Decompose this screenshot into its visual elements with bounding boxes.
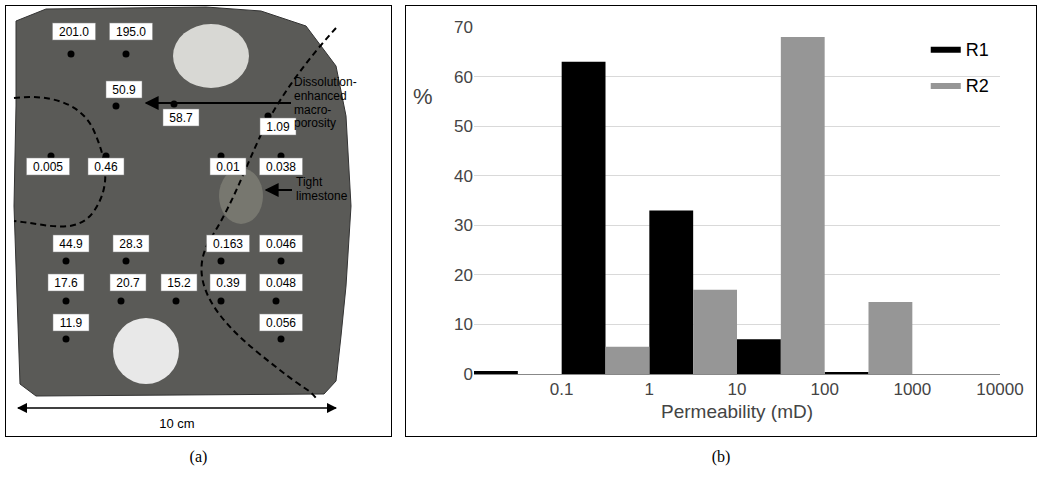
svg-text:0.46: 0.46 <box>94 160 118 174</box>
svg-text:50.9: 50.9 <box>112 83 136 97</box>
svg-text:1.09: 1.09 <box>266 120 290 134</box>
svg-text:28.3: 28.3 <box>119 237 143 251</box>
svg-text:201.0: 201.0 <box>59 25 89 39</box>
svg-text:0.1: 0.1 <box>550 380 574 399</box>
svg-text:Permeability (mD): Permeability (mD) <box>661 401 813 422</box>
svg-text:R1: R1 <box>966 40 989 60</box>
svg-text:10: 10 <box>728 380 747 399</box>
svg-text:44.9: 44.9 <box>59 237 83 251</box>
svg-text:60: 60 <box>454 68 473 87</box>
svg-text:0.046: 0.046 <box>266 237 296 251</box>
svg-text:0: 0 <box>464 365 473 384</box>
html-text:(a): (a) <box>189 448 208 465</box>
svg-text:20: 20 <box>454 266 473 285</box>
svg-text:30: 30 <box>454 216 473 235</box>
svg-text:1: 1 <box>645 380 654 399</box>
svg-text:0.005: 0.005 <box>33 160 63 174</box>
svg-text:58.7: 58.7 <box>169 111 193 125</box>
svg-text:11.9: 11.9 <box>60 316 83 330</box>
svg-text:10 cm: 10 cm <box>159 416 194 431</box>
svg-text:20.7: 20.7 <box>116 276 140 290</box>
svg-text:0.39: 0.39 <box>216 276 240 290</box>
svg-text:17.6: 17.6 <box>54 276 78 290</box>
svg-text:Dissolution-enhancedmacro-poro: Dissolution-enhancedmacro-porosity <box>294 75 357 130</box>
svg-text:0.01: 0.01 <box>216 160 240 174</box>
svg-text:195.0: 195.0 <box>116 25 146 39</box>
svg-text:0.056: 0.056 <box>266 316 296 330</box>
svg-text:40: 40 <box>454 167 473 186</box>
svg-text:70: 70 <box>454 18 473 37</box>
svg-text:Tightlimestone: Tightlimestone <box>296 175 348 203</box>
svg-text:%: % <box>413 84 433 109</box>
svg-text:10000: 10000 <box>976 380 1023 399</box>
svg-text:1000: 1000 <box>893 380 931 399</box>
svg-text:100: 100 <box>810 380 838 399</box>
svg-text:0.048: 0.048 <box>266 276 296 290</box>
svg-text:0.038: 0.038 <box>266 160 296 174</box>
svg-text:R2: R2 <box>966 76 989 96</box>
svg-text:0.163: 0.163 <box>213 237 243 251</box>
svg-text:15.2: 15.2 <box>167 276 191 290</box>
svg-text:50: 50 <box>454 117 473 136</box>
svg-text:10: 10 <box>454 315 473 334</box>
html-text:(b): (b) <box>711 448 731 465</box>
